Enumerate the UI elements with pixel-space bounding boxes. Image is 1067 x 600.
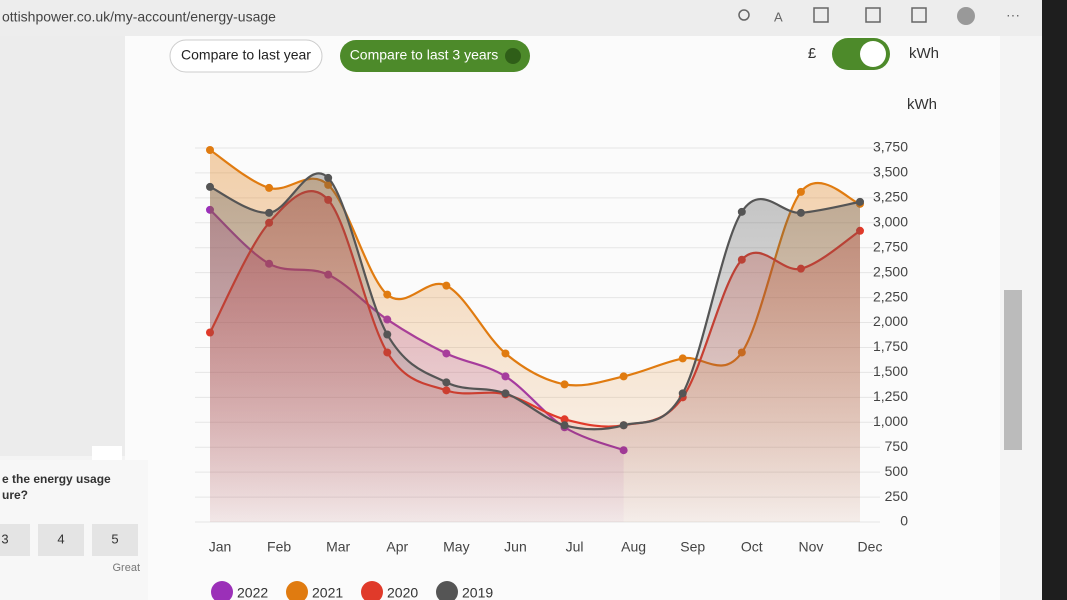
data-point: [856, 197, 864, 206]
profile-icon[interactable]: [957, 7, 975, 25]
data-point: [501, 389, 510, 398]
y-tick-label: 2,750: [873, 238, 908, 254]
y-tick-label: 3,750: [873, 139, 908, 155]
y-tick-label: 2,000: [873, 313, 908, 329]
collapse-tab[interactable]: [92, 446, 122, 460]
y-axis-label: kWh: [907, 96, 937, 113]
x-tick-label: Feb: [267, 539, 291, 555]
data-point: [796, 208, 805, 217]
survey-question: e the energy usage: [2, 472, 111, 486]
y-tick-label: 2,500: [873, 263, 908, 279]
data-point: [265, 208, 274, 217]
x-tick-label: Dec: [858, 539, 883, 555]
key-icon[interactable]: [738, 9, 750, 21]
y-tick-label: 1,750: [873, 338, 908, 354]
browser-icons: A ···: [738, 7, 1020, 25]
data-point: [383, 330, 392, 339]
y-tick-label: 3,250: [873, 189, 908, 205]
legend-label: 2020: [387, 585, 418, 600]
data-point: [324, 173, 333, 182]
y-tick-label: 750: [885, 438, 909, 454]
data-point: [383, 290, 392, 299]
rating-button[interactable]: [38, 524, 84, 556]
rating-label: 4: [57, 531, 64, 546]
data-point: [737, 207, 746, 216]
toggle-right: kWh: [909, 45, 939, 62]
x-tick-label: Jul: [566, 539, 584, 555]
data-point: [560, 380, 569, 389]
fav-icon[interactable]: [813, 7, 829, 23]
y-tick-label: 2,250: [873, 288, 908, 304]
data-point: [442, 378, 451, 387]
rating-hint: Great: [112, 562, 140, 574]
read-icon[interactable]: A: [774, 9, 783, 24]
x-tick-label: Apr: [386, 539, 408, 555]
scrollbar[interactable]: [1004, 290, 1022, 450]
legend-label: 2021: [312, 585, 343, 600]
legend-swatch: [211, 581, 233, 600]
data-point: [501, 349, 510, 358]
x-tick-label: May: [443, 539, 469, 555]
tab-icon[interactable]: [911, 7, 927, 23]
area-fill: [210, 173, 860, 523]
rating-label: 5: [111, 531, 118, 546]
x-tick-label: Jun: [504, 539, 527, 555]
data-point: [442, 281, 451, 290]
y-tick-label: 0: [900, 513, 908, 529]
data-point: [265, 183, 274, 192]
x-tick-label: Sep: [680, 539, 705, 555]
y-tick-label: 500: [885, 463, 909, 479]
data-point: [619, 372, 628, 381]
legend-label: 2022: [237, 585, 268, 600]
rating-button[interactable]: [0, 524, 30, 556]
rating-label: 3: [1, 531, 8, 546]
y-tick-label: 3,000: [873, 214, 908, 230]
x-tick-label: Mar: [326, 539, 350, 555]
x-tick-label: Aug: [621, 539, 646, 555]
data-point: [206, 145, 214, 154]
compare-last-year-button[interactable]: [169, 39, 323, 73]
url[interactable]: ottishpower.co.uk/my-account/energy-usag…: [2, 9, 276, 25]
chart: 0 250 500 750 1,000 1,250 1,500 1,750 2,000 2,250…: [195, 139, 908, 600]
y-tick-label: 1,000: [873, 413, 908, 429]
button-label: Compare to last year: [181, 47, 311, 63]
data-point: [796, 187, 805, 196]
x-tick-label: Oct: [741, 539, 763, 555]
bezel: [1042, 0, 1067, 600]
side-panel: [0, 36, 125, 456]
legend-swatch: [286, 581, 308, 600]
survey-question: ure?: [2, 488, 28, 502]
button-label: Compare to last 3 years: [350, 47, 499, 63]
browser-bar: [0, 0, 1067, 36]
legend-swatch: [361, 581, 383, 600]
x-tick-label: Nov: [798, 539, 823, 555]
data-point: [678, 354, 687, 363]
rating-button[interactable]: [92, 524, 138, 556]
data-point: [619, 421, 628, 430]
legend-swatch: [436, 581, 458, 600]
menu-icon[interactable]: ···: [1006, 7, 1020, 23]
data-point: [560, 415, 569, 424]
toggle-left: £: [808, 45, 817, 62]
close-icon[interactable]: [505, 48, 521, 64]
compare-3-years-button[interactable]: [340, 40, 530, 72]
legend-label: 2019: [462, 585, 493, 600]
data-point: [206, 182, 214, 191]
y-tick-label: 3,500: [873, 164, 908, 180]
data-point: [560, 421, 569, 430]
y-tick-label: 1,250: [873, 388, 908, 404]
collections-icon[interactable]: [865, 7, 881, 23]
y-tick-label: 250: [885, 488, 909, 504]
x-tick-label: Jan: [209, 539, 232, 555]
data-point: [678, 389, 687, 398]
toggle-knob: [860, 41, 886, 67]
y-tick-label: 1,500: [873, 363, 908, 379]
